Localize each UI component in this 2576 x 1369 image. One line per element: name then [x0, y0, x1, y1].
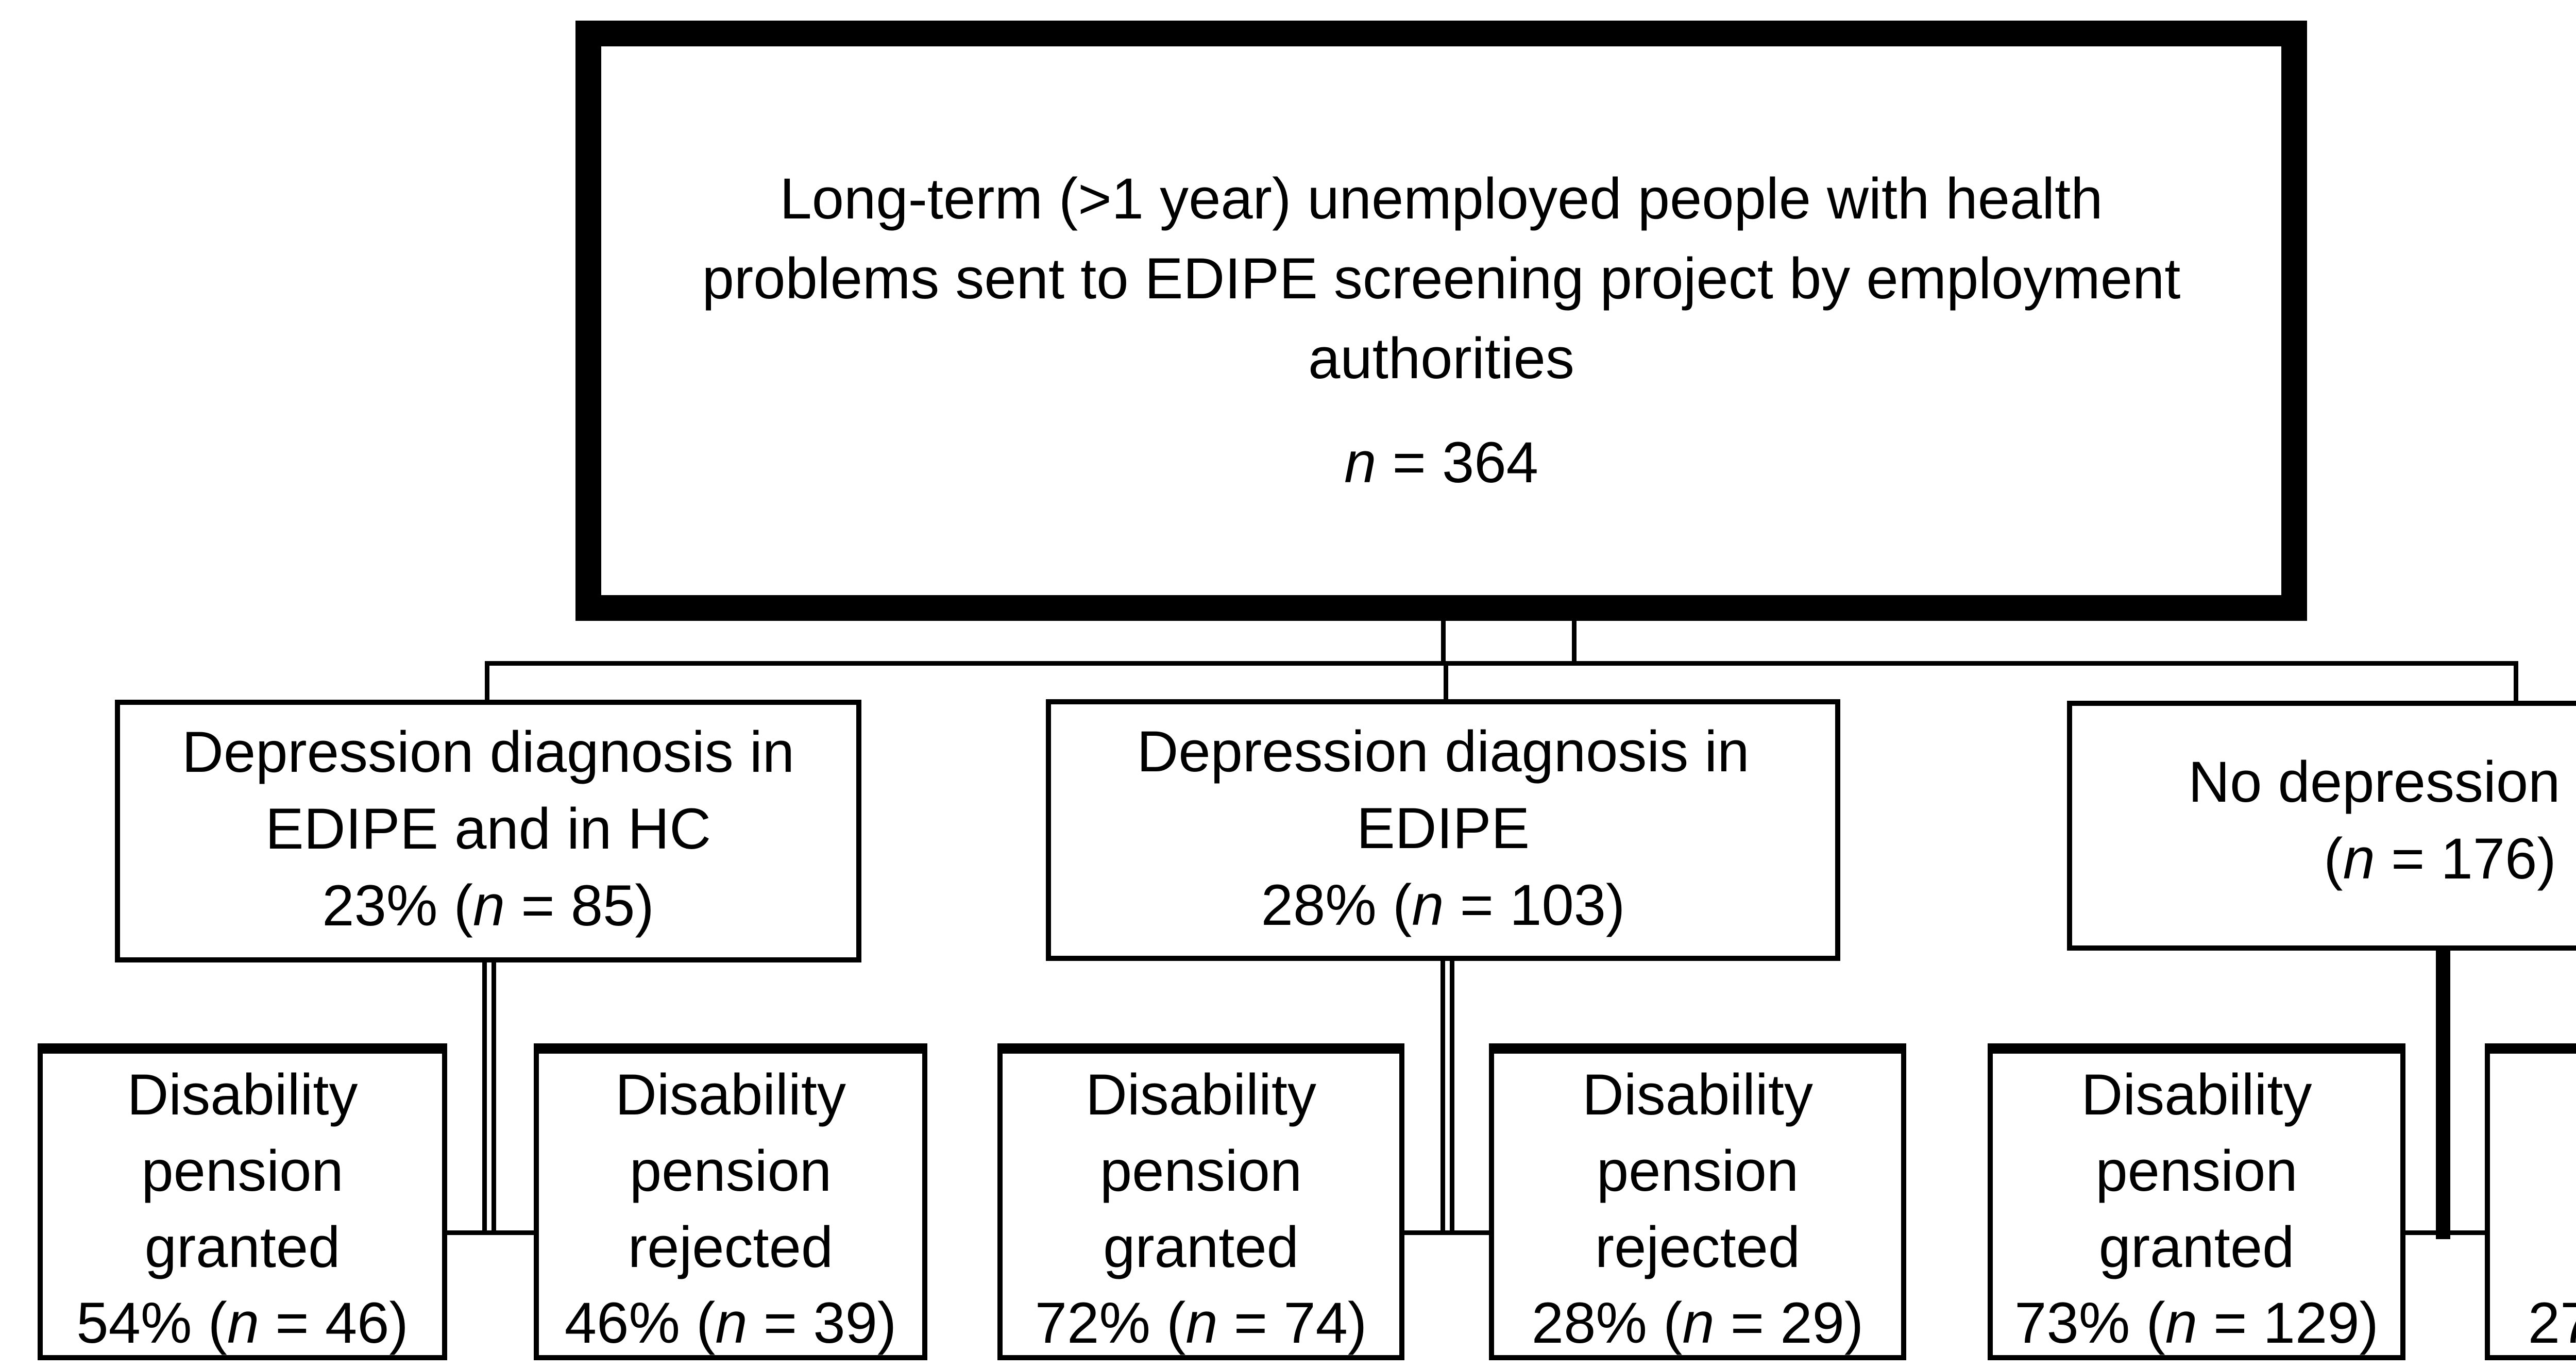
leaf-stat: 46% (n = 39): [564, 1291, 897, 1356]
leaf-title-line: granted: [1103, 1214, 1299, 1279]
leaf-box-rejected-1: Disability pension rejected 46% (n = 39): [534, 1043, 927, 1360]
leaf-title-line: granted: [144, 1214, 341, 1279]
leaf-stat: 54% (n = 46): [76, 1291, 409, 1356]
connector-drop-left-branch: [485, 661, 489, 702]
branch-title-line: EDIPE: [1356, 796, 1530, 860]
italic-n: n: [1412, 872, 1444, 937]
connector-leaf-stub-left: [442, 1230, 534, 1235]
italic-n: n: [1682, 1291, 1715, 1356]
connector-horizontal-main: [485, 661, 2518, 666]
leaf-title-line: rejected: [628, 1214, 834, 1279]
branch-title-line: EDIPE and in HC: [265, 796, 711, 861]
leaf-stat: 72% (n = 74): [1035, 1291, 1367, 1356]
root-box: Long-term (>1 year) unemployed people wi…: [575, 21, 2307, 621]
branch-title-line: Depression diagnosis in: [181, 720, 795, 784]
branch-title-line: Depression diagnosis in: [1137, 719, 1750, 784]
leaf-title-line: pension: [629, 1138, 832, 1203]
branch-title-line: No depression 48%: [2188, 749, 2561, 814]
connector-leaf-stub-right: [2403, 1230, 2487, 1235]
leaf-box-granted-1: Disability pension granted 54% (n = 46): [38, 1043, 447, 1360]
branch-stat: (n = 176): [2324, 826, 2556, 891]
leaf-title-line: Disability: [1582, 1062, 1814, 1127]
branch-title: Depression diagnosis in EDIPE: [1137, 714, 1749, 867]
branch-stat: 28% (n = 103): [1261, 872, 1625, 937]
leaf-title-line: rejected: [1595, 1214, 1801, 1279]
leaf-title-line: Disability: [127, 1062, 358, 1127]
leaf-box-granted-3: Disability pension granted 73% (n = 129): [1988, 1043, 2405, 1360]
italic-n: n: [472, 873, 505, 938]
connector-thick-line-right: [2436, 948, 2450, 1239]
connector-root-stub-left: [1441, 621, 1446, 663]
italic-n: n: [1344, 430, 1377, 495]
italic-n: n: [715, 1291, 748, 1356]
leaf-title-line: granted: [2098, 1214, 2295, 1279]
leaf-stat: 27% (n = 47): [2528, 1291, 2576, 1356]
branch-title: Depression diagnosis in EDIPE and in HC: [182, 714, 794, 868]
italic-n: n: [227, 1291, 260, 1356]
leaf-box-rejected-3: Disability pension rejected 27% (n = 47): [2485, 1043, 2576, 1360]
leaf-box-rejected-2: Disability pension rejected 28% (n = 29): [1489, 1043, 1906, 1360]
leaf-stat: 73% (n = 129): [2014, 1291, 2379, 1356]
root-title-line: authorities: [1308, 326, 1574, 391]
italic-n: n: [2165, 1291, 2198, 1356]
connector-double-line-center: [1440, 958, 1454, 1235]
connector-double-line-left: [482, 960, 496, 1235]
italic-n: n: [2343, 826, 2375, 891]
root-title-line: problems sent to EDIPE screening project…: [702, 246, 2181, 311]
connector-leaf-stub-center: [1402, 1230, 1491, 1235]
leaf-title-line: pension: [1099, 1138, 1302, 1203]
branch-stat: 23% (n = 85): [322, 873, 654, 938]
leaf-stat: 28% (n = 29): [1531, 1291, 1864, 1356]
connector-drop-right-branch: [2514, 661, 2518, 703]
root-stat: n = 364: [1344, 430, 1538, 495]
root-title-line: Long-term (>1 year) unemployed people wi…: [779, 166, 2103, 231]
connector-drop-center-branch: [1444, 661, 1448, 702]
branch-box-no-depression: No depression 48% (n = 176): [2067, 701, 2576, 951]
leaf-title-line: Disability: [615, 1062, 846, 1127]
leaf-title-line: Disability: [1085, 1062, 1317, 1127]
leaf-box-granted-2: Disability pension granted 72% (n = 74): [997, 1043, 1404, 1360]
leaf-title-line: pension: [2095, 1138, 2298, 1203]
leaf-title-line: pension: [1596, 1138, 1799, 1203]
leaf-title-line: Disability: [2081, 1062, 2312, 1127]
italic-n: n: [1185, 1291, 1218, 1356]
connector-root-stub-right: [1572, 621, 1577, 663]
branch-box-depression-edipe-and-hc: Depression diagnosis in EDIPE and in HC …: [115, 700, 861, 962]
leaf-title-line: pension: [141, 1138, 344, 1203]
branch-box-depression-edipe: Depression diagnosis in EDIPE 28% (n = 1…: [1046, 699, 1840, 961]
